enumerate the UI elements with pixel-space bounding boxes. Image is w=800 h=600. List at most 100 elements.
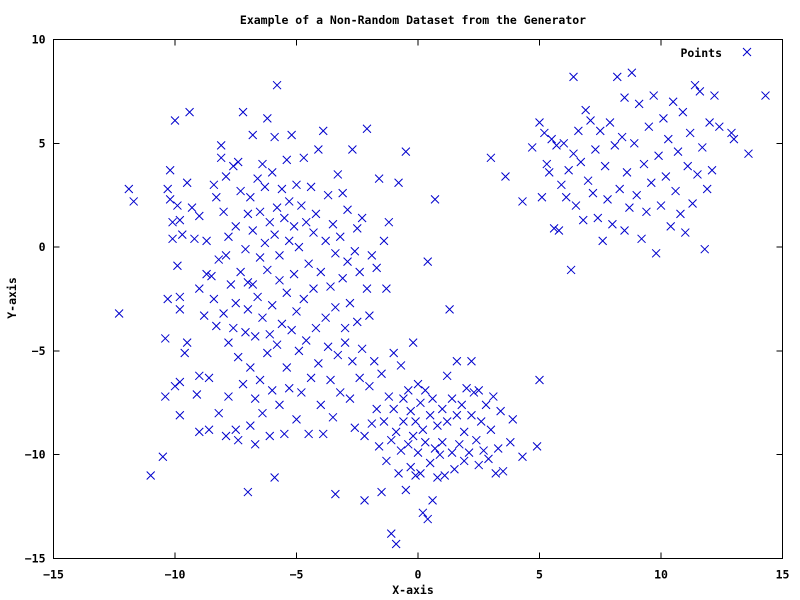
data-point — [250, 439, 260, 449]
data-point — [275, 275, 284, 285]
data-point — [598, 236, 608, 246]
data-point — [372, 263, 382, 273]
data-point — [428, 394, 437, 404]
data-point — [600, 161, 610, 171]
data-point — [294, 242, 304, 252]
data-point — [301, 336, 311, 345]
data-point — [423, 514, 433, 524]
data-point — [586, 116, 595, 125]
data-point — [272, 340, 282, 350]
data-point — [335, 232, 345, 242]
data-point — [685, 128, 695, 138]
data-point — [331, 489, 340, 499]
data-point — [289, 221, 299, 231]
data-point — [727, 128, 736, 138]
data-point — [265, 217, 275, 227]
data-point — [187, 203, 197, 213]
data-point — [367, 251, 377, 260]
data-point — [262, 265, 272, 275]
data-point — [476, 417, 486, 426]
data-point — [540, 128, 549, 138]
data-point — [459, 427, 469, 437]
data-point — [270, 132, 279, 142]
data-point — [224, 232, 233, 242]
data-point — [406, 406, 416, 416]
x-tick-label-4: 5 — [536, 568, 543, 582]
data-point — [258, 313, 267, 323]
data-point — [243, 487, 253, 497]
data-point — [282, 288, 292, 298]
data-point — [345, 298, 355, 308]
data-point — [578, 215, 588, 225]
data-point — [452, 410, 462, 420]
data-point — [693, 170, 702, 179]
data-point — [333, 170, 343, 179]
data-point — [437, 404, 447, 414]
data-point — [714, 122, 724, 132]
data-point — [238, 107, 248, 117]
data-point — [452, 356, 462, 366]
x-tick-label-5: 10 — [654, 568, 668, 582]
data-point — [287, 325, 296, 335]
data-point — [481, 400, 491, 410]
data-point — [559, 138, 569, 148]
data-point — [292, 415, 301, 424]
data-point — [207, 271, 216, 281]
data-point — [311, 209, 321, 219]
data-point — [486, 153, 496, 163]
data-point — [637, 234, 646, 244]
data-point — [408, 338, 418, 347]
data-point — [423, 257, 433, 266]
data-point — [265, 329, 275, 339]
data-point — [233, 157, 243, 167]
data-point — [761, 91, 770, 100]
data-point — [642, 207, 651, 217]
x-tick-label-6: 15 — [776, 568, 790, 582]
data-point — [253, 292, 262, 302]
data-point — [416, 469, 425, 478]
data-point — [272, 203, 282, 213]
data-point — [403, 439, 413, 449]
data-point — [338, 273, 348, 283]
data-point — [612, 72, 622, 82]
data-point — [355, 267, 365, 277]
data-point — [158, 452, 168, 462]
data-point — [425, 410, 435, 420]
data-point — [209, 180, 219, 190]
data-point — [236, 267, 245, 277]
data-point — [459, 456, 469, 466]
data-point — [255, 375, 265, 385]
data-point — [352, 317, 362, 327]
data-point — [547, 134, 557, 144]
data-point — [474, 460, 484, 470]
data-point — [474, 385, 484, 395]
data-point — [333, 350, 343, 360]
data-point — [418, 508, 428, 518]
legend-x-mark — [742, 47, 752, 57]
data-point — [518, 452, 527, 462]
data-point — [377, 369, 386, 379]
data-point — [297, 388, 306, 397]
data-point — [673, 147, 683, 156]
data-point — [236, 186, 245, 196]
x-tick-label-2: −5 — [290, 568, 304, 582]
data-point — [505, 437, 515, 447]
data-point — [688, 199, 697, 208]
data-point — [401, 147, 411, 156]
data-point — [557, 180, 566, 190]
data-point — [241, 244, 250, 254]
data-point — [372, 404, 382, 414]
data-point — [625, 203, 634, 213]
data-point — [231, 298, 241, 308]
data-point — [165, 194, 175, 204]
data-point — [297, 201, 306, 210]
data-point — [343, 205, 352, 215]
data-point — [163, 294, 173, 304]
data-point — [382, 284, 391, 293]
data-point — [352, 224, 362, 233]
data-point — [365, 381, 374, 391]
data-point — [651, 248, 661, 258]
data-point — [284, 236, 294, 246]
data-point — [450, 464, 459, 474]
data-point — [386, 435, 396, 445]
